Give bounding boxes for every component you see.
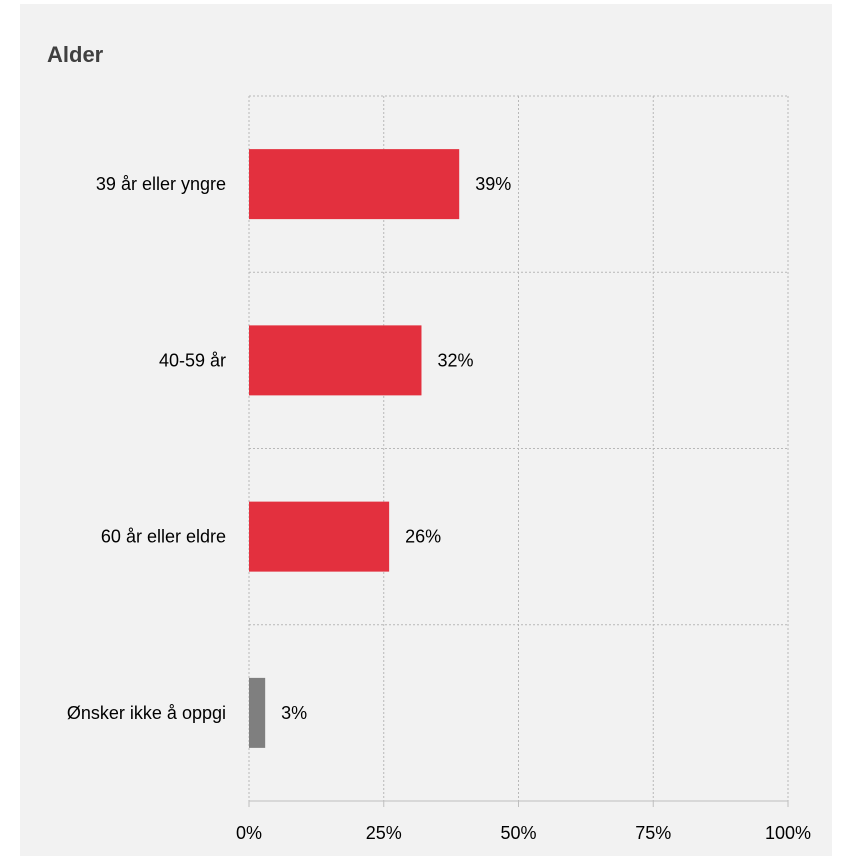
category-label-3: Ønsker ikke å oppgi	[67, 703, 226, 723]
value-label-2: 26%	[405, 527, 441, 547]
chart-panel: Alder 0% 25% 50% 75% 100% 39 år eller yngre 3…	[20, 4, 832, 856]
bar-0	[249, 149, 460, 220]
bar-3	[249, 677, 266, 748]
x-axis: 0% 25% 50% 75% 100%	[236, 800, 811, 843]
value-label-3: 3%	[281, 703, 307, 723]
bars	[249, 149, 460, 748]
category-label-1: 40-59 år	[159, 350, 226, 370]
x-tick-label-0: 0%	[236, 823, 262, 843]
x-tick-label-3: 75%	[635, 823, 671, 843]
x-tick-label-4: 100%	[765, 823, 811, 843]
value-label-0: 39%	[475, 174, 511, 194]
chart-title: Alder	[47, 42, 104, 67]
value-label-1: 32%	[437, 350, 473, 370]
category-label-2: 60 år eller eldre	[101, 527, 226, 547]
bar-1	[249, 325, 422, 396]
labels: 39 år eller yngre 39% 40-59 år 32% 60 år ell…	[67, 174, 511, 723]
x-tick-label-1: 25%	[366, 823, 402, 843]
bar-2	[249, 501, 390, 572]
category-label-0: 39 år eller yngre	[96, 174, 226, 194]
bar-chart: 0% 25% 50% 75% 100% 39 år eller yngre 39% 40-5…	[67, 95, 811, 843]
x-tick-label-2: 50%	[500, 823, 536, 843]
